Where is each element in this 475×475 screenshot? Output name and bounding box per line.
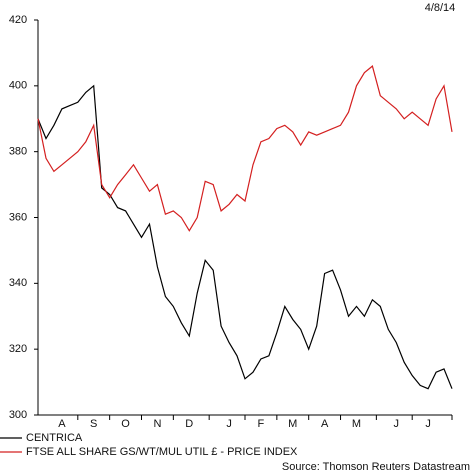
x-tick-label: O xyxy=(121,418,130,430)
line xyxy=(37,65,453,232)
y-tick-label: 320 xyxy=(9,343,27,355)
x-tick-label: S xyxy=(90,418,97,430)
y-tick-label: 400 xyxy=(9,80,27,92)
y-tick-label: 380 xyxy=(9,146,27,158)
y-tick-label: 360 xyxy=(9,211,27,223)
line xyxy=(37,84,453,390)
x-tick-label: J xyxy=(425,418,431,430)
y-tick-label: 420 xyxy=(9,14,27,26)
date: 4/8/14 xyxy=(425,2,456,14)
y-tick-label: 340 xyxy=(9,277,27,289)
legend-label: CENTRICA xyxy=(26,432,83,444)
x-tick-label: J xyxy=(226,418,232,430)
x-tick-label: A xyxy=(58,418,66,430)
legend-label: FTSE ALL SHARE GS/WT/MUL UTIL £ - PRICE … xyxy=(26,446,298,458)
x-tick-label: F xyxy=(258,418,265,430)
y-tick-label: 300 xyxy=(9,409,27,421)
x-tick-label: D xyxy=(185,418,193,430)
source: Source: Thomson Reuters Datastream xyxy=(282,461,470,473)
x-tick-label: M xyxy=(352,418,361,430)
x-tick-label: M xyxy=(288,418,297,430)
x-tick-label: J xyxy=(394,418,400,430)
x-tick-label: A xyxy=(321,418,329,430)
x-tick-label: N xyxy=(153,418,161,430)
